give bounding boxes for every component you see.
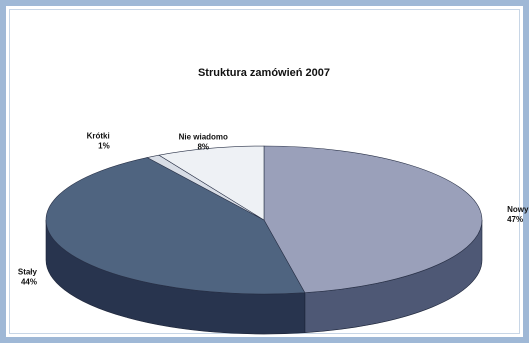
- pie-label-value: 44%: [21, 278, 37, 287]
- pie-slice-0: [263, 145, 483, 294]
- pie-label-value: 47%: [507, 215, 523, 224]
- chart-title: Struktura zamówień 2007: [198, 67, 330, 79]
- pie-label-value: 8%: [197, 143, 209, 152]
- pie-label-name: Krótki: [87, 132, 110, 141]
- pie-label-name: Stały: [18, 268, 38, 277]
- pie-slice-1: [45, 157, 306, 295]
- pie-label-name: Nie wiadomo: [179, 133, 228, 142]
- pie-label-name: Nowy: [507, 205, 529, 214]
- pie-label-value: 1%: [98, 142, 110, 151]
- pie-tops: [45, 145, 483, 295]
- pie-slice-3: [158, 145, 265, 221]
